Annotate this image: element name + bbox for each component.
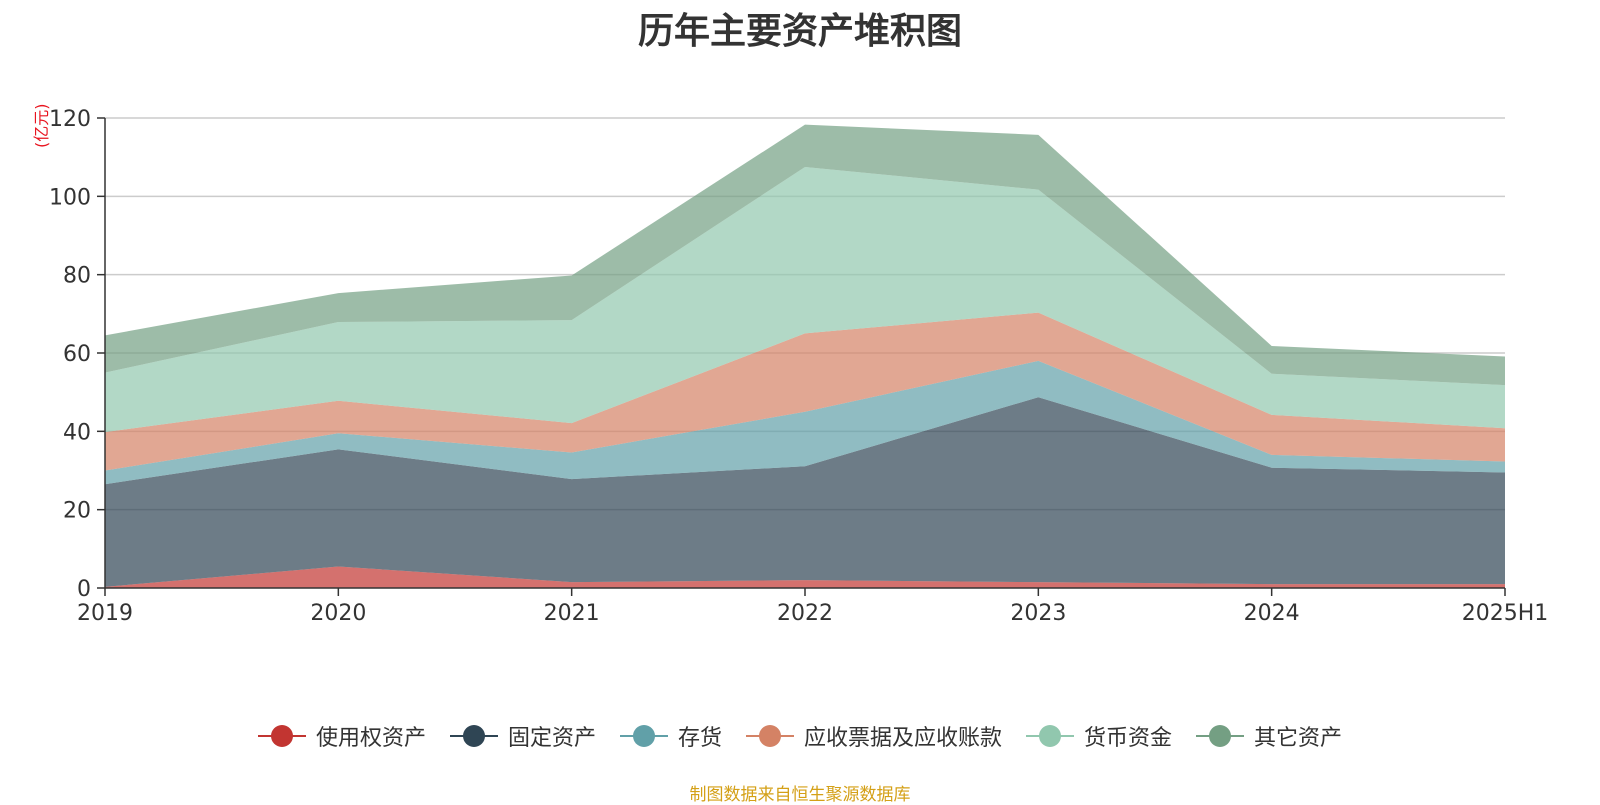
area-series	[105, 397, 1505, 587]
area-series	[105, 312, 1505, 471]
source-note: 制图数据来自恒生聚源数据库	[689, 785, 911, 805]
x-tick-label: 2021	[544, 601, 600, 626]
legend-label: 使用权资产	[315, 726, 426, 751]
x-tick-label: 2024	[1244, 601, 1300, 626]
area-series	[105, 566, 1505, 588]
area-series	[105, 124, 1505, 386]
y-axis-unit-label: (亿元)	[32, 103, 51, 149]
legend-item[interactable]: 固定资产	[449, 720, 596, 752]
y-tick-label: 100	[49, 185, 91, 210]
legend-marker-icon	[1196, 724, 1245, 748]
legend-item[interactable]: 使用权资产	[257, 720, 426, 752]
legend-label: 其它资产	[1254, 726, 1343, 751]
legend-item[interactable]: 其它资产	[1196, 720, 1342, 752]
y-tick-label: 120	[49, 107, 91, 132]
legend-label: 货币资金	[1084, 726, 1173, 751]
legend-item[interactable]: 存货	[619, 720, 722, 752]
x-tick-label: 2025H1	[1462, 601, 1549, 626]
area-series	[105, 166, 1505, 433]
x-tick-label: 2019	[77, 601, 133, 626]
x-tick-label: 2020	[310, 601, 366, 626]
y-tick-label: 40	[63, 420, 91, 445]
legend-label: 固定资产	[507, 726, 596, 751]
chart-legend: 使用权资产 固定资产 存货 应收票据及应收账款 货币资金 其它资产	[0, 718, 1600, 754]
legend-item[interactable]: 应收票据及应收账款	[746, 720, 1002, 752]
legend-marker-icon	[1026, 724, 1075, 748]
y-tick-label: 80	[63, 264, 91, 289]
legend-marker-icon	[449, 724, 498, 748]
chart-title: 历年主要资产堆积图	[637, 11, 962, 52]
y-tick-label: 20	[63, 499, 91, 524]
y-tick-label: 0	[77, 577, 91, 602]
legend-item[interactable]: 货币资金	[1026, 720, 1172, 752]
legend-marker-icon	[257, 724, 306, 748]
y-tick-label: 60	[63, 342, 91, 367]
x-tick-label: 2022	[777, 601, 833, 626]
x-tick-label: 2023	[1010, 601, 1066, 626]
area-series	[105, 360, 1505, 485]
legend-label: 应收票据及应收账款	[804, 726, 1003, 751]
legend-label: 存货	[677, 726, 722, 751]
legend-marker-icon	[619, 724, 668, 748]
legend-marker-icon	[746, 724, 794, 748]
